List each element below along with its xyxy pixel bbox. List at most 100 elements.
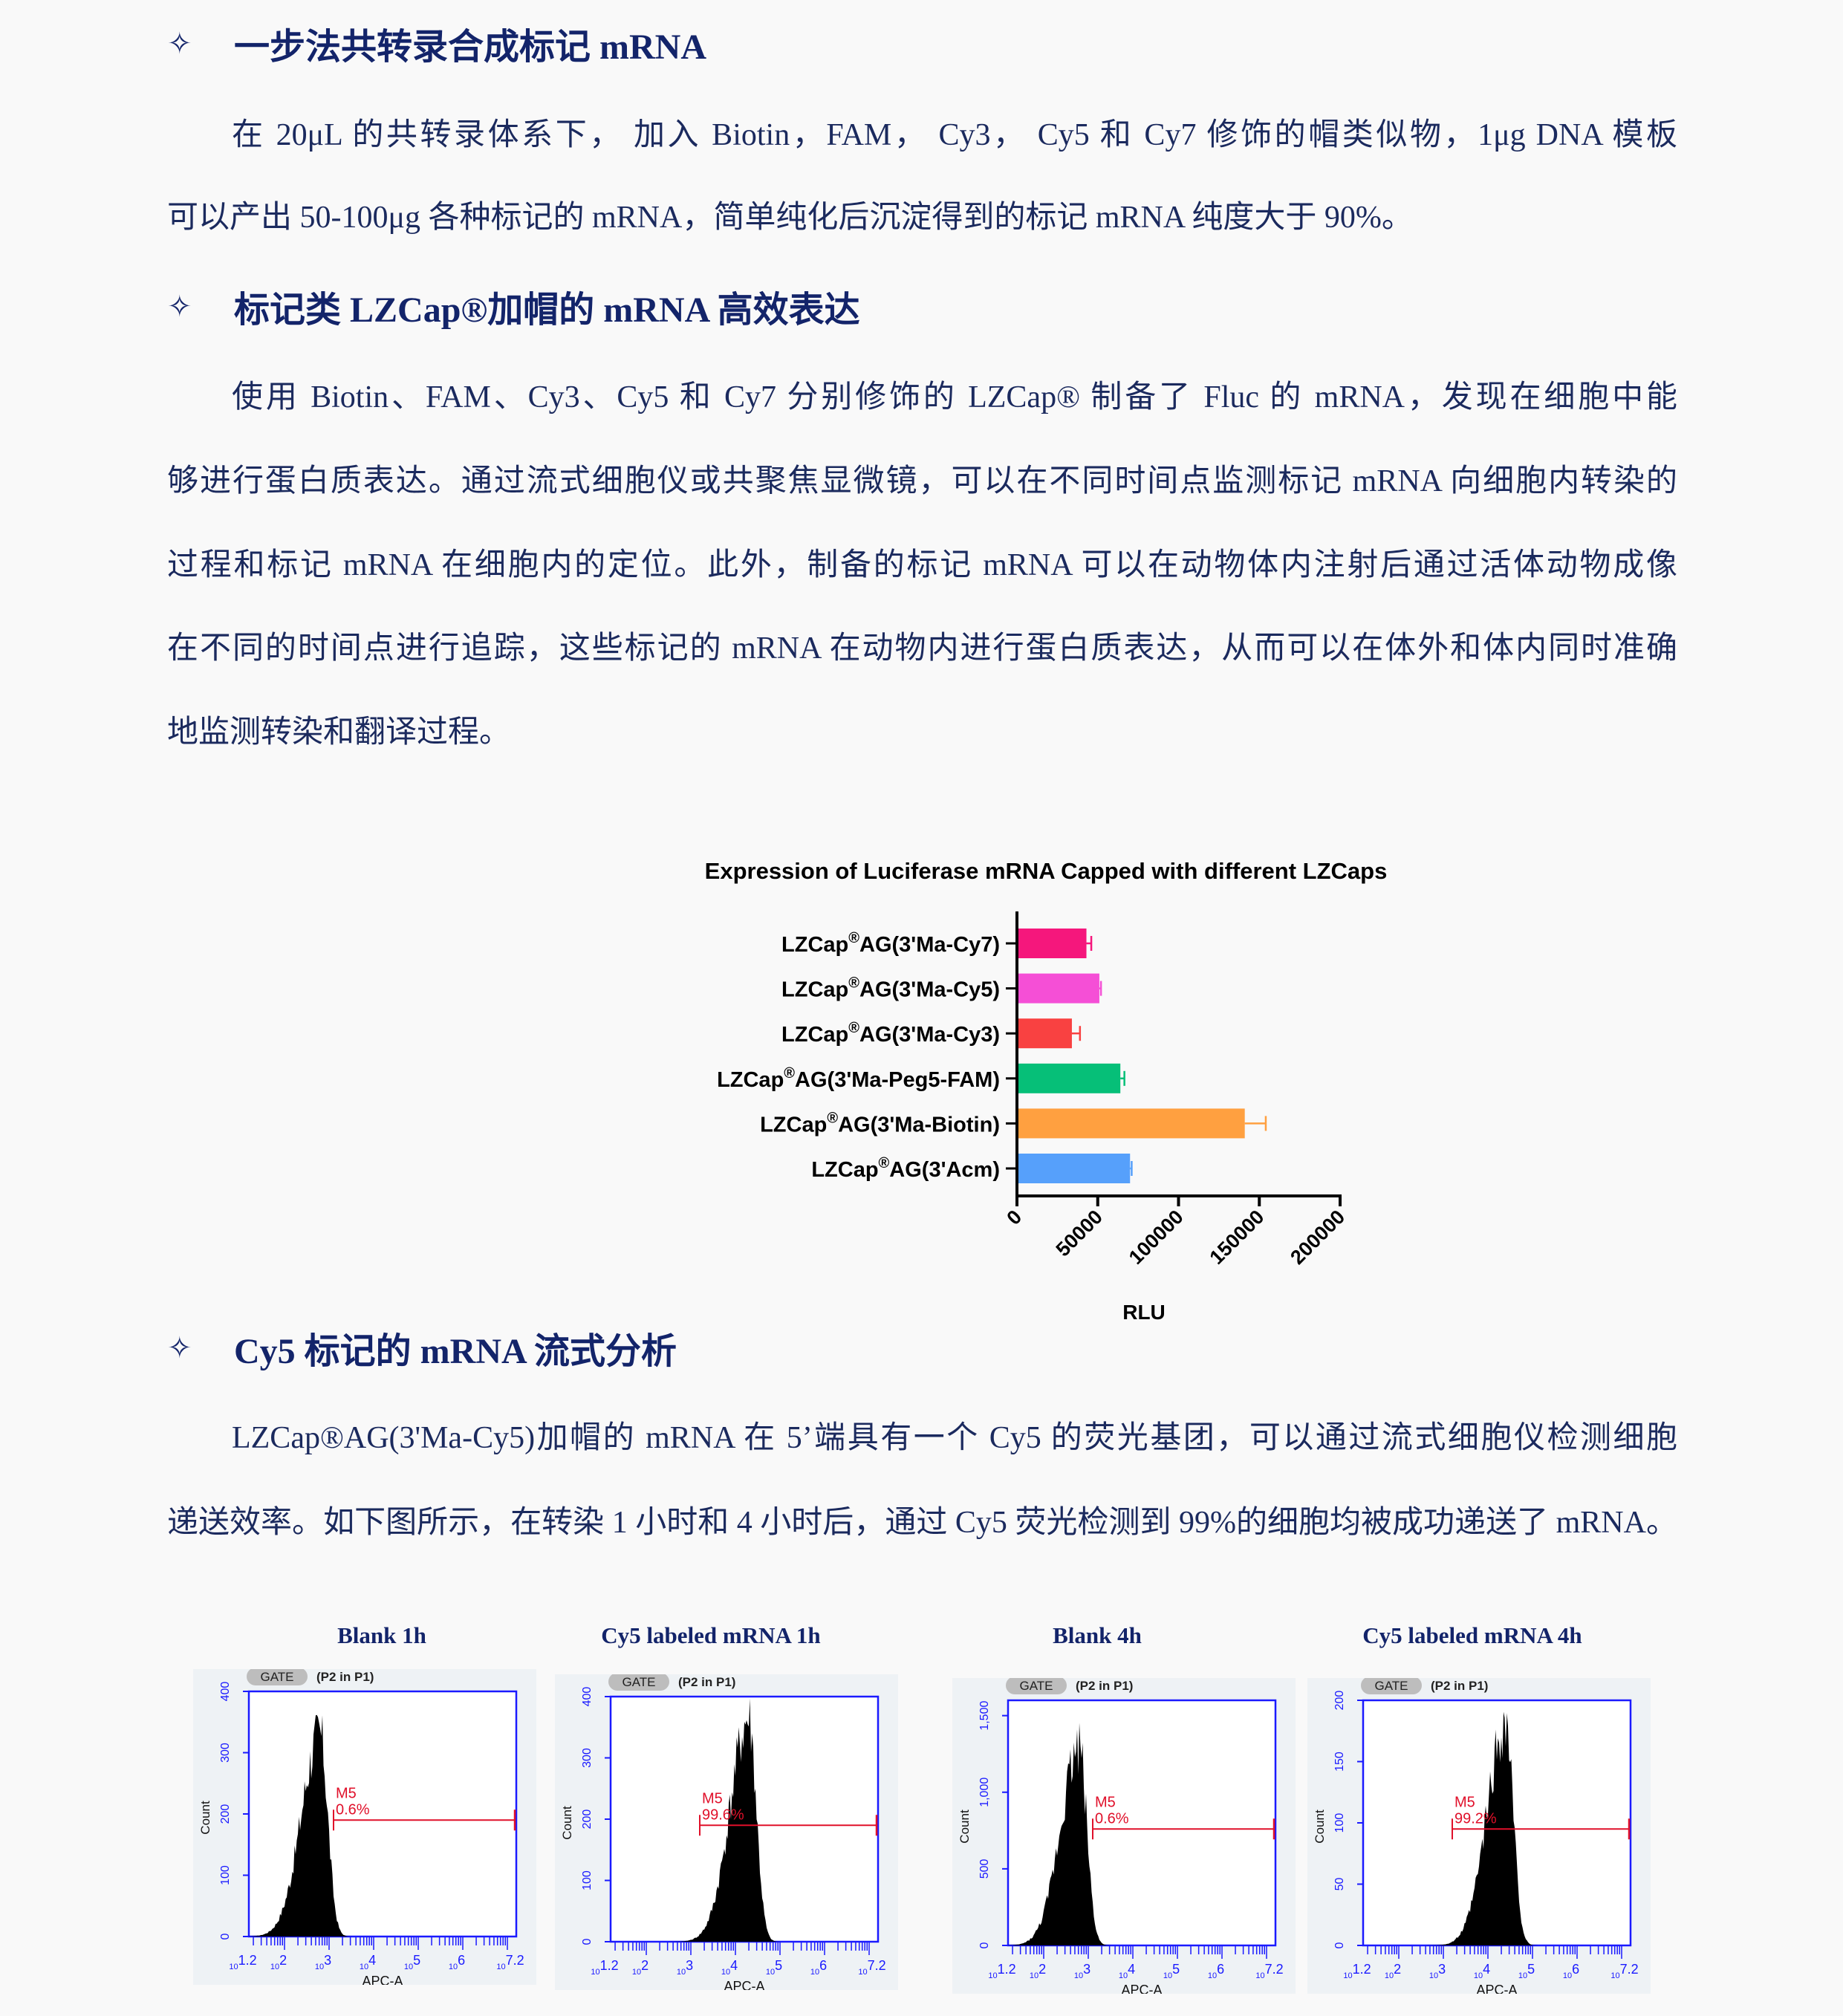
x-tick-label: 100000 <box>1125 1206 1188 1269</box>
x-tick-label: 0 <box>1002 1206 1026 1229</box>
gate-label: GATE <box>622 1675 655 1689</box>
y-tick-label: 0 <box>581 1938 594 1945</box>
y-tick-label: 0 <box>978 1942 991 1948</box>
luciferase-expression-bar-chart: Expression of Luciferase mRNA Capped wit… <box>705 858 1388 1324</box>
x-tick-label: 103 <box>1074 1962 1090 1980</box>
category-label: LZCap®AG(3'Ma-Biotin) <box>760 1110 1000 1137</box>
y-tick-label: 100 <box>581 1870 594 1890</box>
y-axis-label: Count <box>958 1809 972 1844</box>
x-tick-label: 200000 <box>1286 1206 1349 1269</box>
x-tick-label: 106 <box>810 1958 827 1977</box>
x-tick-label: 150000 <box>1206 1206 1269 1269</box>
y-tick-label: 500 <box>978 1859 991 1879</box>
x-tick-label: 105 <box>404 1953 420 1971</box>
flow-title-cy5-1h: Cy5 labeled mRNA 1h <box>601 1622 821 1648</box>
paragraph-line: 在 20μL 的共转录体系下， 加入 Biotin，FAM， Cy3， Cy5 … <box>232 118 1677 152</box>
x-tick-label: 103 <box>1429 1962 1446 1980</box>
x-tick-label: 105 <box>1518 1962 1535 1980</box>
y-tick-label: 50 <box>1333 1878 1346 1891</box>
x-tick-label: 103 <box>677 1958 693 1977</box>
x-tick-label: 104 <box>721 1958 738 1977</box>
y-tick-label: 300 <box>219 1743 232 1763</box>
x-tick-label: 104 <box>1119 1962 1135 1980</box>
paragraph-line: 够进行蛋白质表达。通过流式细胞仪或共聚焦显微镜，可以在不同时间点监测标记 mRN… <box>167 464 1677 498</box>
flow-histogram-cy5-4h: GATE (P2 in P1) 0 50 100 150 200 Count 101.2 102 1… <box>1307 1678 1651 1994</box>
x-tick-label: 101.2 <box>988 1962 1015 1980</box>
x-tick-label: 106 <box>449 1953 465 1971</box>
flow-histogram-blank-4h: GATE (P2 in P1) 0 500 1,000 1,500 Count 101.2 10… <box>952 1678 1296 1994</box>
bar <box>1017 1063 1121 1093</box>
paragraph-line: 递送效率。如下图所示，在转染 1 小时和 4 小时后，通过 Cy5 荧光检测到 … <box>167 1506 1677 1540</box>
marker-name: M5 <box>702 1790 723 1807</box>
heading-text: 一步法共转录合成标记 mRNA <box>234 27 706 67</box>
x-axis-label: APC-A <box>724 1979 764 1990</box>
category-label: LZCap®AG(3'Ma-Cy5) <box>781 975 1000 1002</box>
x-tick-label: 105 <box>766 1958 782 1977</box>
gate-source: (P2 in P1) <box>316 1670 374 1684</box>
paragraph-line: 地监测转染和翻译过程。 <box>167 715 511 750</box>
x-tick-label: 101.2 <box>591 1958 618 1977</box>
x-tick-label: 101.2 <box>1343 1962 1371 1980</box>
four-point-star-icon: ✧ <box>167 26 192 60</box>
y-tick-label: 100 <box>219 1865 232 1885</box>
histogram <box>611 1698 878 1942</box>
paragraph-line: LZCap®AG(3'Ma-Cy5)加帽的 mRNA 在 5’端具有一个 Cy5… <box>232 1421 1677 1455</box>
x-axis-label: APC-A <box>1121 1983 1162 1994</box>
gate-source: (P2 in P1) <box>1076 1679 1133 1693</box>
bar <box>1017 973 1099 1004</box>
x-tick-label: 106 <box>1563 1962 1579 1980</box>
x-tick-label: 105 <box>1163 1962 1180 1980</box>
y-tick-label: 1,000 <box>978 1778 991 1807</box>
x-tick-label: 107.2 <box>496 1953 524 1971</box>
y-tick-label: 300 <box>581 1748 594 1768</box>
x-tick-label: 107.2 <box>858 1958 885 1977</box>
heading-text: Cy5 标记的 mRNA 流式分析 <box>234 1332 677 1371</box>
y-tick-label: 1,500 <box>978 1701 991 1731</box>
paragraph-line: 过程和标记 mRNA 在细胞内的定位。此外，制备的标记 mRNA 可以在动物体内… <box>167 548 1677 582</box>
marker-percent: 99.2% <box>1454 1810 1497 1827</box>
gate-source: (P2 in P1) <box>1431 1679 1488 1693</box>
paragraph-line: 可以产出 50-100μg 各种标记的 mRNA，简单纯化后沉淀得到的标记 mR… <box>167 201 1413 235</box>
y-axis-label: Count <box>560 1806 574 1840</box>
paragraph-line: 在不同的时间点进行追踪，这些标记的 mRNA 在动物内进行蛋白质表达，从而可以在… <box>167 631 1677 666</box>
bar <box>1017 1108 1245 1139</box>
heading-text: 标记类 LZCap®加帽的 mRNA 高效表达 <box>234 290 860 330</box>
bar <box>1017 929 1087 958</box>
marker-percent: 0.6% <box>1095 1810 1129 1827</box>
four-point-star-icon: ✧ <box>167 289 192 323</box>
category-label: LZCap®AG(3'Ma-Cy7) <box>781 930 1000 957</box>
x-axis-label: RLU <box>1122 1301 1166 1324</box>
y-tick-label: 400 <box>219 1682 232 1702</box>
flow-histogram-blank-1h: GATE (P2 in P1) 0 100 200 300 400 Count 101.2 102… <box>193 1669 536 1985</box>
x-tick-label: 50000 <box>1052 1206 1107 1261</box>
bar <box>1017 1018 1072 1049</box>
x-axis-label: APC-A <box>362 1974 403 1985</box>
x-tick-label: 102 <box>632 1958 649 1977</box>
x-tick-label: 107.2 <box>1255 1962 1283 1980</box>
y-tick-label: 200 <box>581 1809 594 1830</box>
y-tick-label: 400 <box>581 1687 594 1707</box>
chart-title: Expression of Luciferase mRNA Capped wit… <box>705 858 1388 884</box>
bar <box>1017 1154 1131 1183</box>
x-tick-label: 101.2 <box>229 1953 256 1971</box>
x-tick-label: 102 <box>270 1953 287 1971</box>
category-label: LZCap®AG(3'Acm) <box>811 1155 1000 1182</box>
x-tick-label: 102 <box>1385 1962 1401 1980</box>
x-tick-label: 107.2 <box>1610 1962 1638 1980</box>
x-tick-label: 106 <box>1208 1962 1224 1980</box>
gate-badge <box>1006 1678 1067 1694</box>
y-tick-label: 200 <box>219 1804 232 1824</box>
y-tick-label: 200 <box>1333 1691 1346 1711</box>
gate-label: GATE <box>260 1670 293 1684</box>
y-axis-label: Count <box>198 1801 212 1835</box>
gate-label: GATE <box>1374 1679 1408 1693</box>
section-heading-expression: ✧ 标记类 LZCap®加帽的 mRNA 高效表达 <box>167 284 860 331</box>
y-tick-label: 150 <box>1333 1752 1346 1772</box>
flow-title-blank-4h: Blank 4h <box>1053 1622 1142 1648</box>
paragraph-line: 使用 Biotin、FAM、Cy3、Cy5 和 Cy7 分别修饰的 LZCap®… <box>232 380 1677 414</box>
x-tick-label: 104 <box>1474 1962 1490 1980</box>
y-tick-label: 0 <box>219 1933 232 1939</box>
marker-name: M5 <box>1454 1794 1475 1810</box>
gate-badge <box>608 1674 669 1691</box>
marker-percent: 0.6% <box>336 1801 370 1818</box>
